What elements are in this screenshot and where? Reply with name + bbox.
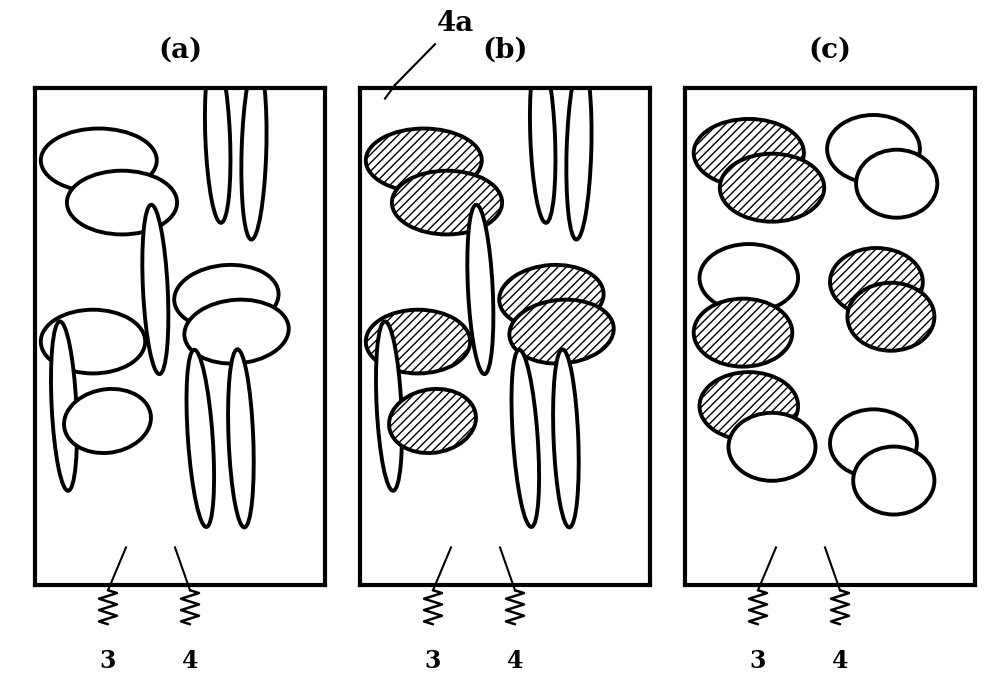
Ellipse shape [566, 61, 592, 239]
Ellipse shape [728, 413, 816, 481]
Text: 3: 3 [425, 649, 441, 673]
Ellipse shape [366, 129, 482, 192]
Ellipse shape [228, 350, 254, 528]
Ellipse shape [41, 129, 157, 192]
Text: 4: 4 [832, 649, 848, 673]
Ellipse shape [499, 265, 604, 329]
Ellipse shape [205, 53, 230, 223]
Text: 3: 3 [100, 649, 116, 673]
Ellipse shape [827, 115, 920, 183]
Ellipse shape [856, 150, 937, 218]
Text: (b): (b) [482, 37, 528, 63]
Ellipse shape [376, 322, 402, 491]
Ellipse shape [174, 265, 279, 329]
Ellipse shape [694, 119, 804, 187]
Text: 4: 4 [507, 649, 523, 673]
Ellipse shape [142, 205, 168, 374]
Ellipse shape [847, 283, 934, 351]
Ellipse shape [553, 350, 579, 528]
Ellipse shape [509, 300, 614, 364]
Ellipse shape [241, 61, 267, 239]
Ellipse shape [694, 299, 792, 367]
Ellipse shape [853, 447, 934, 515]
Ellipse shape [720, 154, 824, 222]
Ellipse shape [64, 389, 151, 453]
Ellipse shape [67, 171, 177, 235]
Ellipse shape [389, 389, 476, 453]
Ellipse shape [366, 309, 470, 373]
Text: 4a: 4a [436, 10, 474, 37]
Ellipse shape [530, 53, 555, 223]
Ellipse shape [51, 322, 77, 491]
Ellipse shape [184, 300, 289, 364]
Ellipse shape [830, 409, 917, 477]
Text: (c): (c) [808, 37, 852, 63]
Text: (a): (a) [158, 37, 202, 63]
Text: 4: 4 [182, 649, 198, 673]
Text: 3: 3 [750, 649, 766, 673]
Ellipse shape [830, 248, 923, 316]
Ellipse shape [700, 372, 798, 440]
Ellipse shape [700, 244, 798, 312]
Ellipse shape [512, 350, 539, 527]
Ellipse shape [467, 205, 493, 374]
Ellipse shape [392, 171, 502, 235]
Ellipse shape [187, 350, 214, 527]
Ellipse shape [41, 309, 145, 373]
